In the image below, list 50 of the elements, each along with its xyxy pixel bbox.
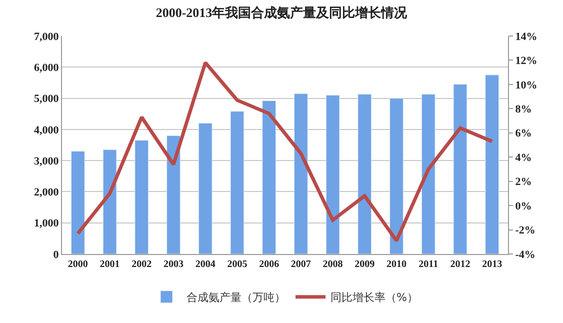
- bar: [134, 140, 149, 254]
- bar: [390, 98, 404, 254]
- x-tick-label: 2004: [195, 259, 216, 270]
- y-tick-label: 5,000: [34, 93, 60, 106]
- x-tick-label: 2001: [100, 259, 120, 270]
- y2-tick-label: 2%: [515, 176, 532, 188]
- x-tick-label: 2012: [450, 259, 470, 270]
- x-tick-label: 2008: [322, 259, 343, 270]
- chart-title: 2000-2013年我国合成氨产量及同比增长情况: [156, 5, 408, 20]
- x-tick-label: 2002: [132, 259, 152, 270]
- y-tick-label: 7,000: [34, 30, 60, 43]
- y2-tick-label: -4%: [515, 248, 536, 261]
- legend-label: 同比增长率（%）: [330, 291, 418, 304]
- y2-tick-label: -2%: [515, 224, 536, 237]
- legend-label: 合成氨产量（万吨）: [186, 291, 286, 304]
- y-tick-label: 3,000: [34, 155, 60, 168]
- bar: [453, 84, 468, 254]
- y-tick-label: 4,000: [34, 124, 60, 136]
- x-tick-label: 2009: [354, 259, 375, 270]
- y2-tick-label: 14%: [515, 30, 538, 43]
- x-tick-label: 2010: [386, 259, 406, 270]
- x-tick-label: 2005: [227, 259, 248, 270]
- x-tick-label: 2000: [68, 259, 88, 270]
- x-tick-label: 2011: [418, 259, 438, 270]
- bar: [102, 149, 117, 254]
- x-tick-label: 2013: [482, 259, 502, 270]
- bar: [358, 94, 372, 254]
- bar: [230, 111, 244, 254]
- y-tick-label: 1,000: [34, 218, 60, 230]
- line-series: [76, 60, 494, 242]
- y-tick-label: 0: [53, 248, 60, 261]
- bar: [326, 94, 340, 254]
- x-tick-label: 2007: [290, 259, 311, 270]
- x-tick-label: 2003: [164, 259, 184, 270]
- bar: [485, 74, 500, 254]
- y-tick-label: 2,000: [34, 186, 60, 199]
- y-tick-label: 6,000: [34, 62, 60, 74]
- x-tick-label: 2006: [259, 259, 280, 270]
- y2-tick-label: 0%: [515, 200, 532, 212]
- y2-tick-label: 6%: [515, 128, 532, 140]
- bar: [421, 94, 436, 254]
- bar: [294, 93, 308, 254]
- y2-tick-label: 10%: [515, 79, 538, 92]
- y2-tick-label: 8%: [515, 104, 532, 116]
- bar: [70, 150, 85, 254]
- y2-tick-label: 4%: [515, 152, 532, 164]
- bar: [198, 122, 212, 254]
- bar: [166, 135, 180, 254]
- bar: [262, 100, 276, 254]
- y2-tick-label: 12%: [515, 55, 538, 68]
